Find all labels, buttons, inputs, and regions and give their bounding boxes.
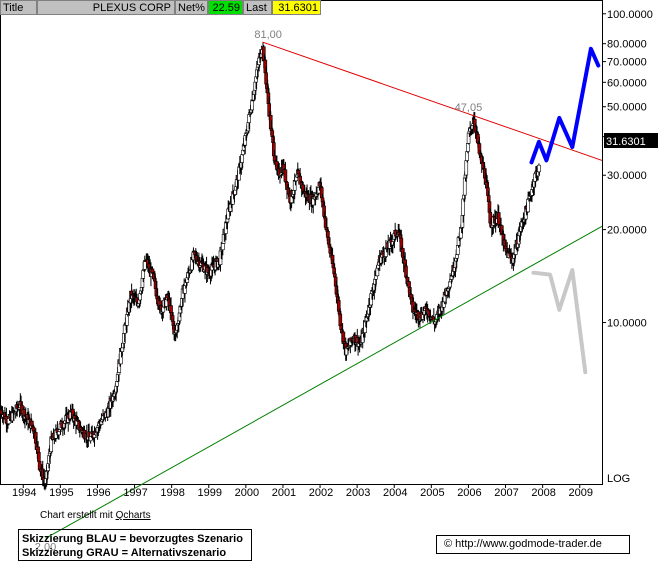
x-tick-label: 1999	[198, 487, 222, 499]
last-value: 31.6301	[272, 0, 321, 15]
candle-body	[407, 281, 411, 288]
last-label: Last	[243, 0, 272, 15]
title-label: Title	[0, 0, 37, 15]
annotations-layer: 81,00 47,05 2,00	[35, 29, 482, 553]
change-value: 22.59	[208, 0, 243, 15]
y-axis: 100.000080.000070.000060.000050.000040.0…	[602, 9, 653, 330]
candle-body	[464, 160, 469, 176]
credit-prefix: Chart erstellt mit	[40, 510, 116, 521]
candle-body	[466, 143, 470, 152]
candle-body	[116, 372, 121, 375]
candle-body	[537, 164, 541, 173]
series-layer	[0, 42, 541, 491]
candle-body	[169, 305, 173, 313]
last-price-label: 31.6301	[606, 136, 646, 148]
y-tick-label: 10.0000	[607, 318, 647, 330]
annotation-label: 81,00	[254, 29, 282, 41]
y-tick-label: 70.0000	[607, 57, 647, 69]
candle-body	[240, 154, 244, 163]
blue-scenario-line	[529, 46, 601, 165]
x-tick-label: 2001	[272, 487, 296, 499]
x-tick-label: 2005	[420, 487, 444, 499]
candle-body	[250, 99, 254, 111]
x-tick-label: 2000	[235, 487, 259, 499]
annotation-label: 47,05	[455, 102, 483, 114]
y-tick-label: 50.0000	[607, 102, 647, 114]
x-tick-label: 1994	[12, 487, 36, 499]
x-tick-label: 2008	[531, 487, 555, 499]
support-trendline	[45, 225, 603, 539]
website-url[interactable]: http://www.godmode-trader.de	[455, 538, 602, 550]
x-axis: 1994 1995 1996 1997 1998 1999 2000 2001 2002 2003…	[12, 484, 593, 499]
candle-body	[221, 243, 225, 251]
candle-body	[338, 313, 343, 327]
x-tick-label: 1995	[49, 487, 73, 499]
chart-credit: Chart erstellt mit Qcharts	[40, 510, 151, 521]
x-tick-label: 2004	[383, 487, 407, 499]
y-tick-label: 60.0000	[607, 77, 647, 89]
y-tick-label: 30.0000	[607, 170, 647, 182]
candle-body	[283, 169, 288, 182]
resistance-trendline	[262, 41, 603, 161]
x-tick-label: 1998	[160, 487, 184, 499]
scenario-grey-text: Skizzierung GRAU = Alternativszenario	[22, 547, 227, 559]
log-scale-label: LOG	[607, 473, 630, 485]
last-price-marker	[604, 133, 658, 148]
scenarios-layer	[529, 46, 601, 375]
scenario-legend: Skizzierung BLAU = bevorzugtes Szenario …	[18, 529, 252, 561]
x-tick-label: 2002	[309, 487, 333, 499]
x-tick-label: 2003	[346, 487, 370, 499]
annotation-label: 2,00	[35, 541, 56, 553]
qcharts-link[interactable]: Qcharts	[115, 510, 151, 521]
change-label: Net%	[175, 0, 208, 15]
y-tick-label: 100.0000	[607, 9, 653, 21]
x-tick-label: 2006	[457, 487, 481, 499]
x-tick-label: 2009	[568, 487, 592, 499]
plot-area	[0, 0, 603, 485]
trendlines-layer	[45, 41, 603, 539]
candle-body	[37, 452, 41, 462]
x-tick-label: 2007	[494, 487, 518, 499]
symbol-name: PLEXUS CORP	[37, 0, 175, 15]
x-tick-label: 1997	[123, 487, 147, 499]
website-box: © http://www.godmode-trader.de	[436, 535, 630, 554]
y-tick-label: 80.0000	[607, 39, 647, 51]
scenario-blue-text: Skizzierung BLAU = bevorzugtes Szenario	[22, 533, 243, 545]
copyright-icon: ©	[444, 538, 453, 550]
candle-body	[36, 446, 40, 453]
y-tick-label: 20.0000	[607, 225, 647, 237]
grey-scenario-line	[531, 268, 588, 375]
x-tick-label: 1996	[86, 487, 110, 499]
